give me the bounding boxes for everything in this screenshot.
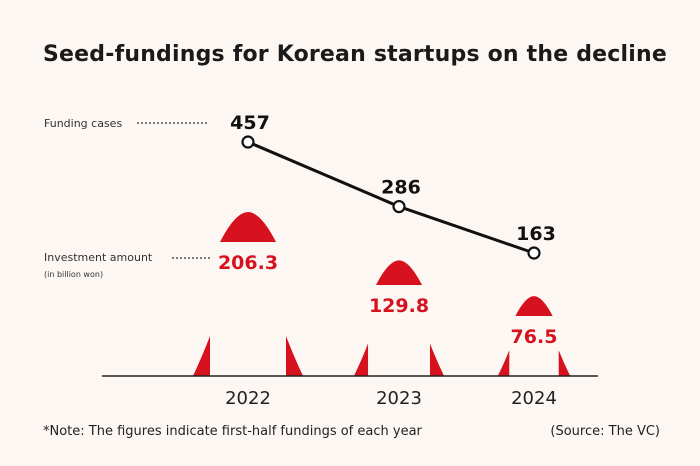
amount-bar-cap [220,212,276,242]
amount-bar-cap [375,260,423,285]
legend-investment-unit: (in billion won) [44,270,103,279]
amount-bar-fin-right [286,336,303,376]
amount-bar-cap [515,296,553,316]
x-tick-label: 2022 [225,388,271,409]
legend-funding-cases: Funding cases [44,117,122,130]
amount-data-label: 206.3 [218,252,278,274]
cases-point [392,199,406,214]
amount-bar-fin-left [353,343,369,376]
x-tick-label: 2023 [376,388,422,409]
amount-bar-fin-left [497,350,510,376]
chart-title: Seed-fundings for Korean startups on the… [43,42,667,67]
amount-bar-fin-right [558,350,571,376]
cases-data-label: 163 [516,223,556,245]
amount-bar-fin-left [193,336,210,376]
cases-point [241,135,255,149]
cases-data-label: 286 [381,177,421,199]
x-tick-label: 2024 [511,388,557,409]
amount-bar-fin-right [429,343,445,376]
source-credit: (Source: The VC) [550,424,660,439]
amount-data-label: 129.8 [369,295,429,317]
cases-point [527,246,541,260]
legend-investment-amount: Investment amount [44,251,153,264]
footnote: *Note: The figures indicate first-half f… [43,424,422,439]
cases-data-label: 457 [230,112,270,134]
amount-data-label: 76.5 [511,326,558,348]
